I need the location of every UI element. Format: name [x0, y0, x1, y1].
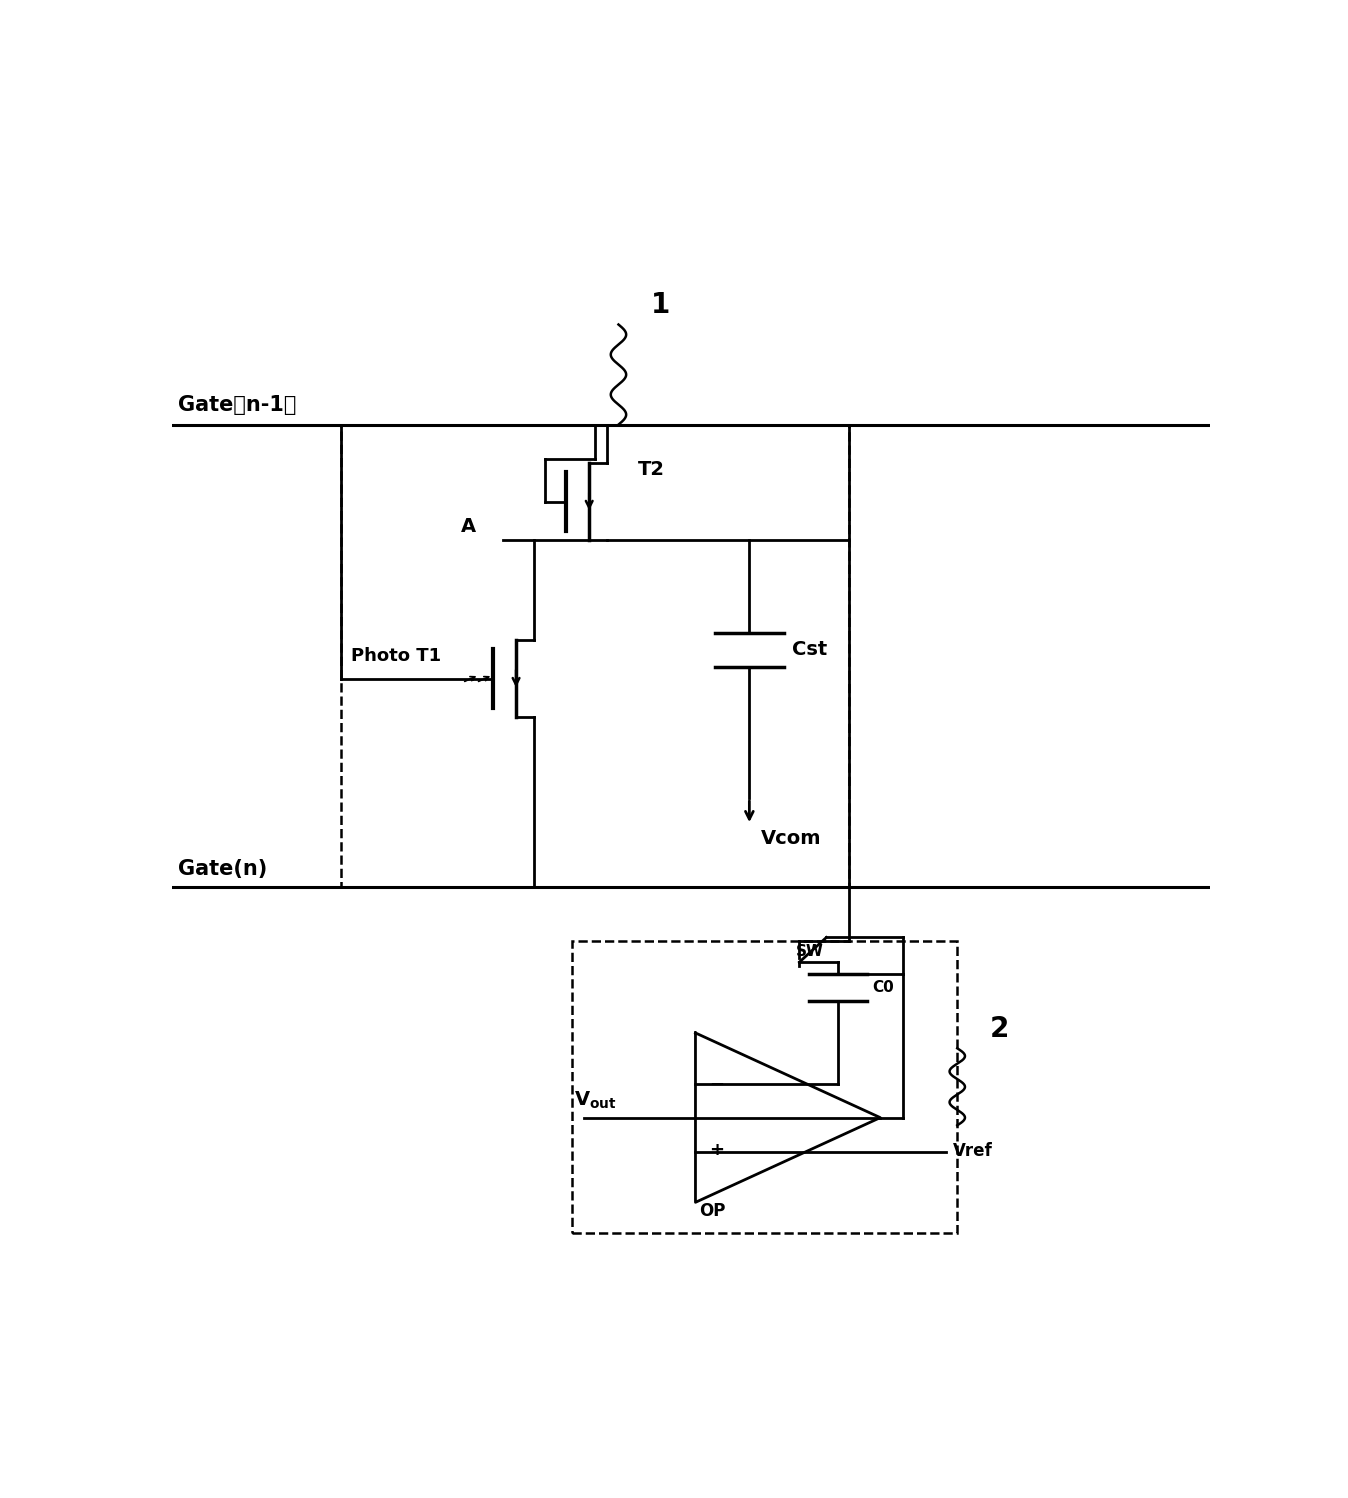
Text: A: A	[461, 517, 476, 536]
Text: Cst: Cst	[791, 640, 826, 659]
Text: Gate（n-1）: Gate（n-1）	[178, 395, 297, 415]
Text: Vcom: Vcom	[760, 828, 821, 848]
Bar	[341, 424, 849, 887]
Text: C0: C0	[872, 980, 894, 995]
Text: +: +	[709, 1141, 724, 1159]
Text: Vref: Vref	[953, 1143, 993, 1161]
Text: T2: T2	[638, 460, 665, 479]
Text: OP: OP	[700, 1203, 725, 1221]
Text: SW: SW	[795, 944, 824, 959]
Text: 1: 1	[651, 291, 670, 319]
Text: $\mathbf{V_{out}}$: $\mathbf{V_{out}}$	[574, 1091, 616, 1112]
Text: Photo T1: Photo T1	[350, 647, 441, 665]
Text: −: −	[709, 1076, 724, 1094]
Text: 2: 2	[989, 1016, 1010, 1043]
Bar	[573, 941, 957, 1233]
Text: Gate(n): Gate(n)	[178, 858, 267, 879]
